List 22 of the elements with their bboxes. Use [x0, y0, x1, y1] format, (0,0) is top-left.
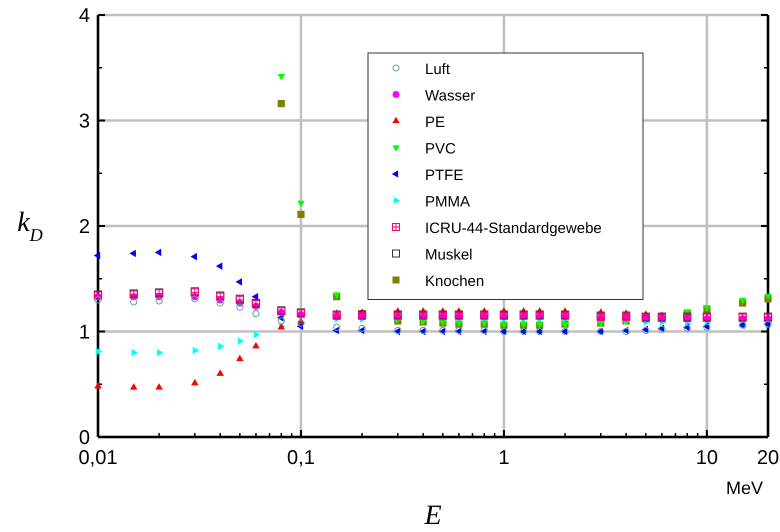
y-tick-label: 2 — [78, 216, 90, 238]
legend-label: Muskel — [425, 246, 473, 264]
legend-label: PTFE — [425, 167, 464, 184]
legend-label: PE — [425, 114, 446, 131]
y-tick-label: 1 — [78, 322, 90, 344]
y-tick-label: 0 — [78, 427, 90, 449]
x-tick-label: 20 — [756, 447, 780, 469]
y-tick-label: 3 — [78, 110, 90, 132]
x-tick-label: 0,1 — [287, 447, 315, 469]
y-axis-title: k$_{D}$ — [17, 207, 43, 245]
legend-label: PMMA — [425, 194, 470, 210]
legend-label: ICRU-44-Standardgewebe — [425, 220, 602, 237]
legend-label: PVC — [425, 140, 456, 158]
legend-label: Knochen — [425, 273, 484, 290]
x-tick-label: 0,01 — [78, 447, 118, 469]
x-axis-title: E — [423, 500, 442, 531]
text: MeV — [726, 478, 763, 498]
y-tick-label: 4 — [78, 5, 90, 27]
legend-label: Wasser — [425, 88, 476, 104]
x-tick-label: 10 — [696, 447, 718, 469]
legend-label: Luft — [425, 61, 451, 78]
x-tick-label: 1 — [498, 447, 510, 469]
